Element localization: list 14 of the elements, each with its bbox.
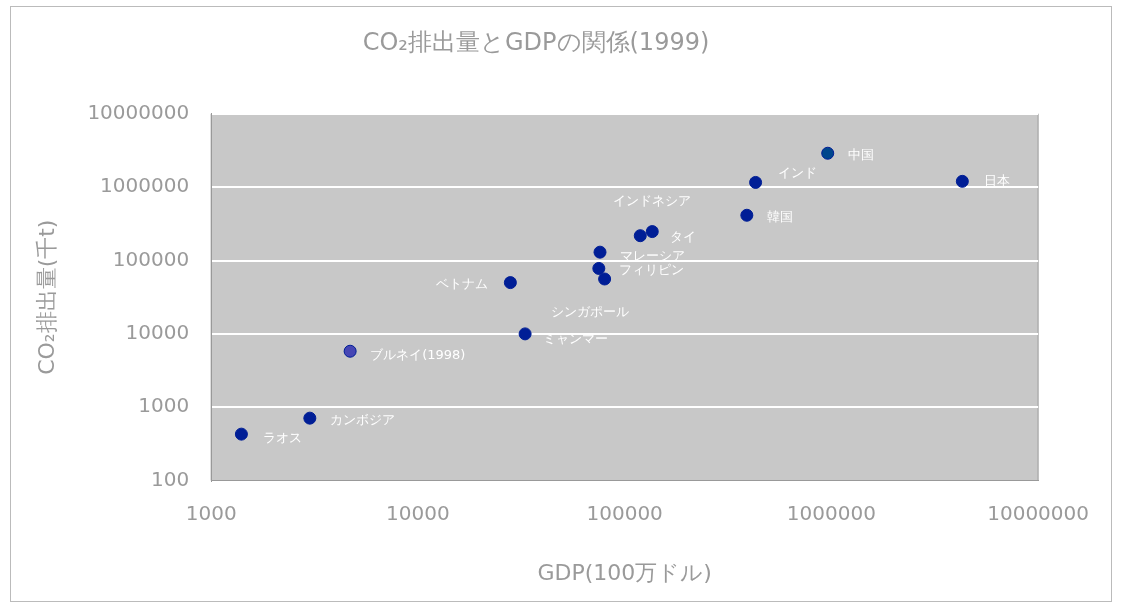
y-tick-label: 100000	[112, 246, 190, 271]
y-tick-label: 10000000	[87, 100, 190, 124]
y-tick-label: 1000	[138, 393, 190, 418]
y-tick-label: 10000	[125, 320, 190, 345]
x-tick-label: 1000	[185, 500, 237, 525]
y-axis-title: CO₂排出量(千t)	[33, 219, 59, 375]
x-axis-title: GDP(100万ドル)	[537, 559, 712, 585]
x-tick-label: 100000	[586, 500, 663, 525]
y-tick-label: 100	[151, 466, 190, 491]
x-tick-label: 10000000	[987, 500, 1089, 525]
x-tick-label: 10000	[386, 500, 450, 525]
chart-title: CO₂排出量とGDPの関係(1999)	[362, 27, 710, 56]
y-tick-label: 1000000	[100, 173, 190, 198]
x-tick-label: 1000000	[786, 500, 876, 525]
